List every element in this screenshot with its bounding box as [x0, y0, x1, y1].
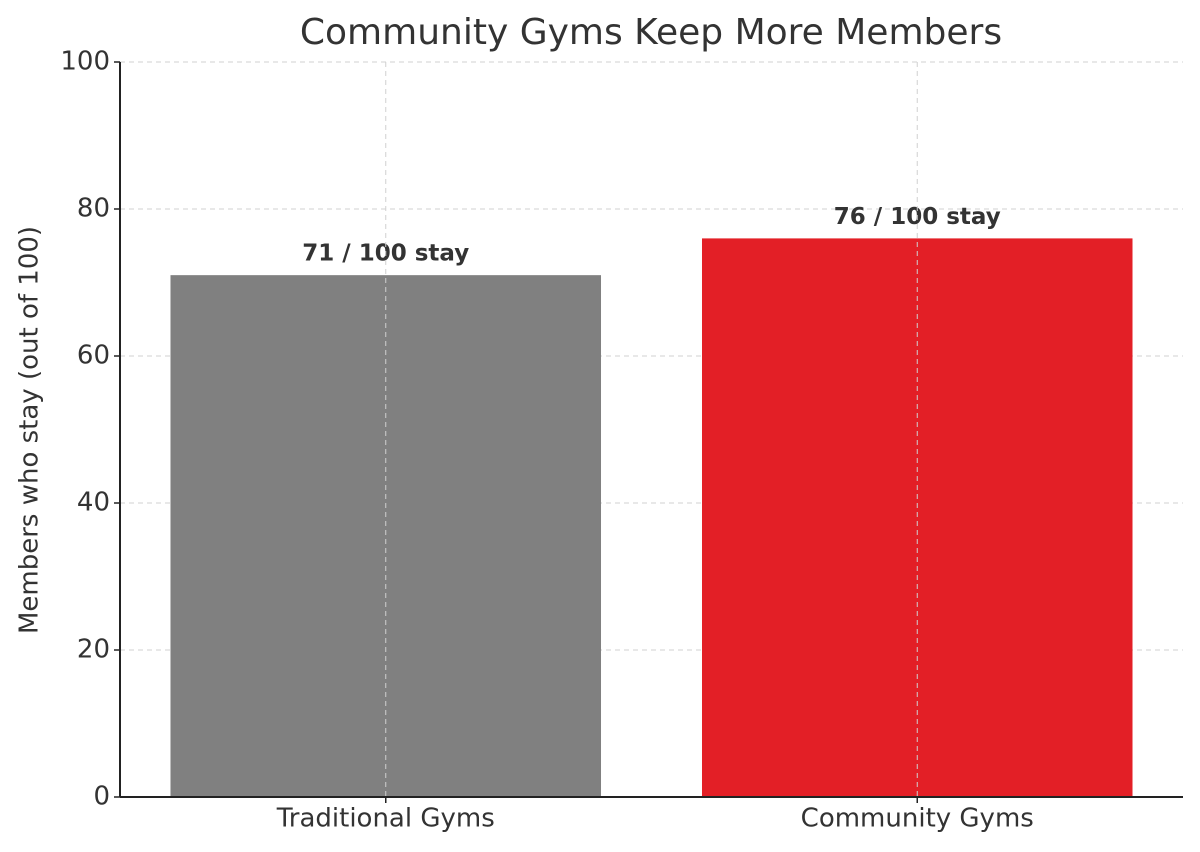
chart-title: Community Gyms Keep More Members [300, 12, 1002, 53]
y-axis-label: Members who stay (out of 100) [15, 226, 45, 634]
x-tick-label: Traditional Gyms [276, 804, 495, 834]
y-tick-label: 20 [77, 635, 110, 665]
x-tick-label: Community Gyms [801, 804, 1034, 834]
y-tick-label: 60 [77, 341, 110, 371]
y-tick-label: 0 [93, 782, 110, 812]
y-tick-label: 40 [77, 488, 110, 518]
y-tick-label: 100 [60, 47, 110, 77]
y-tick-label: 80 [77, 194, 110, 224]
